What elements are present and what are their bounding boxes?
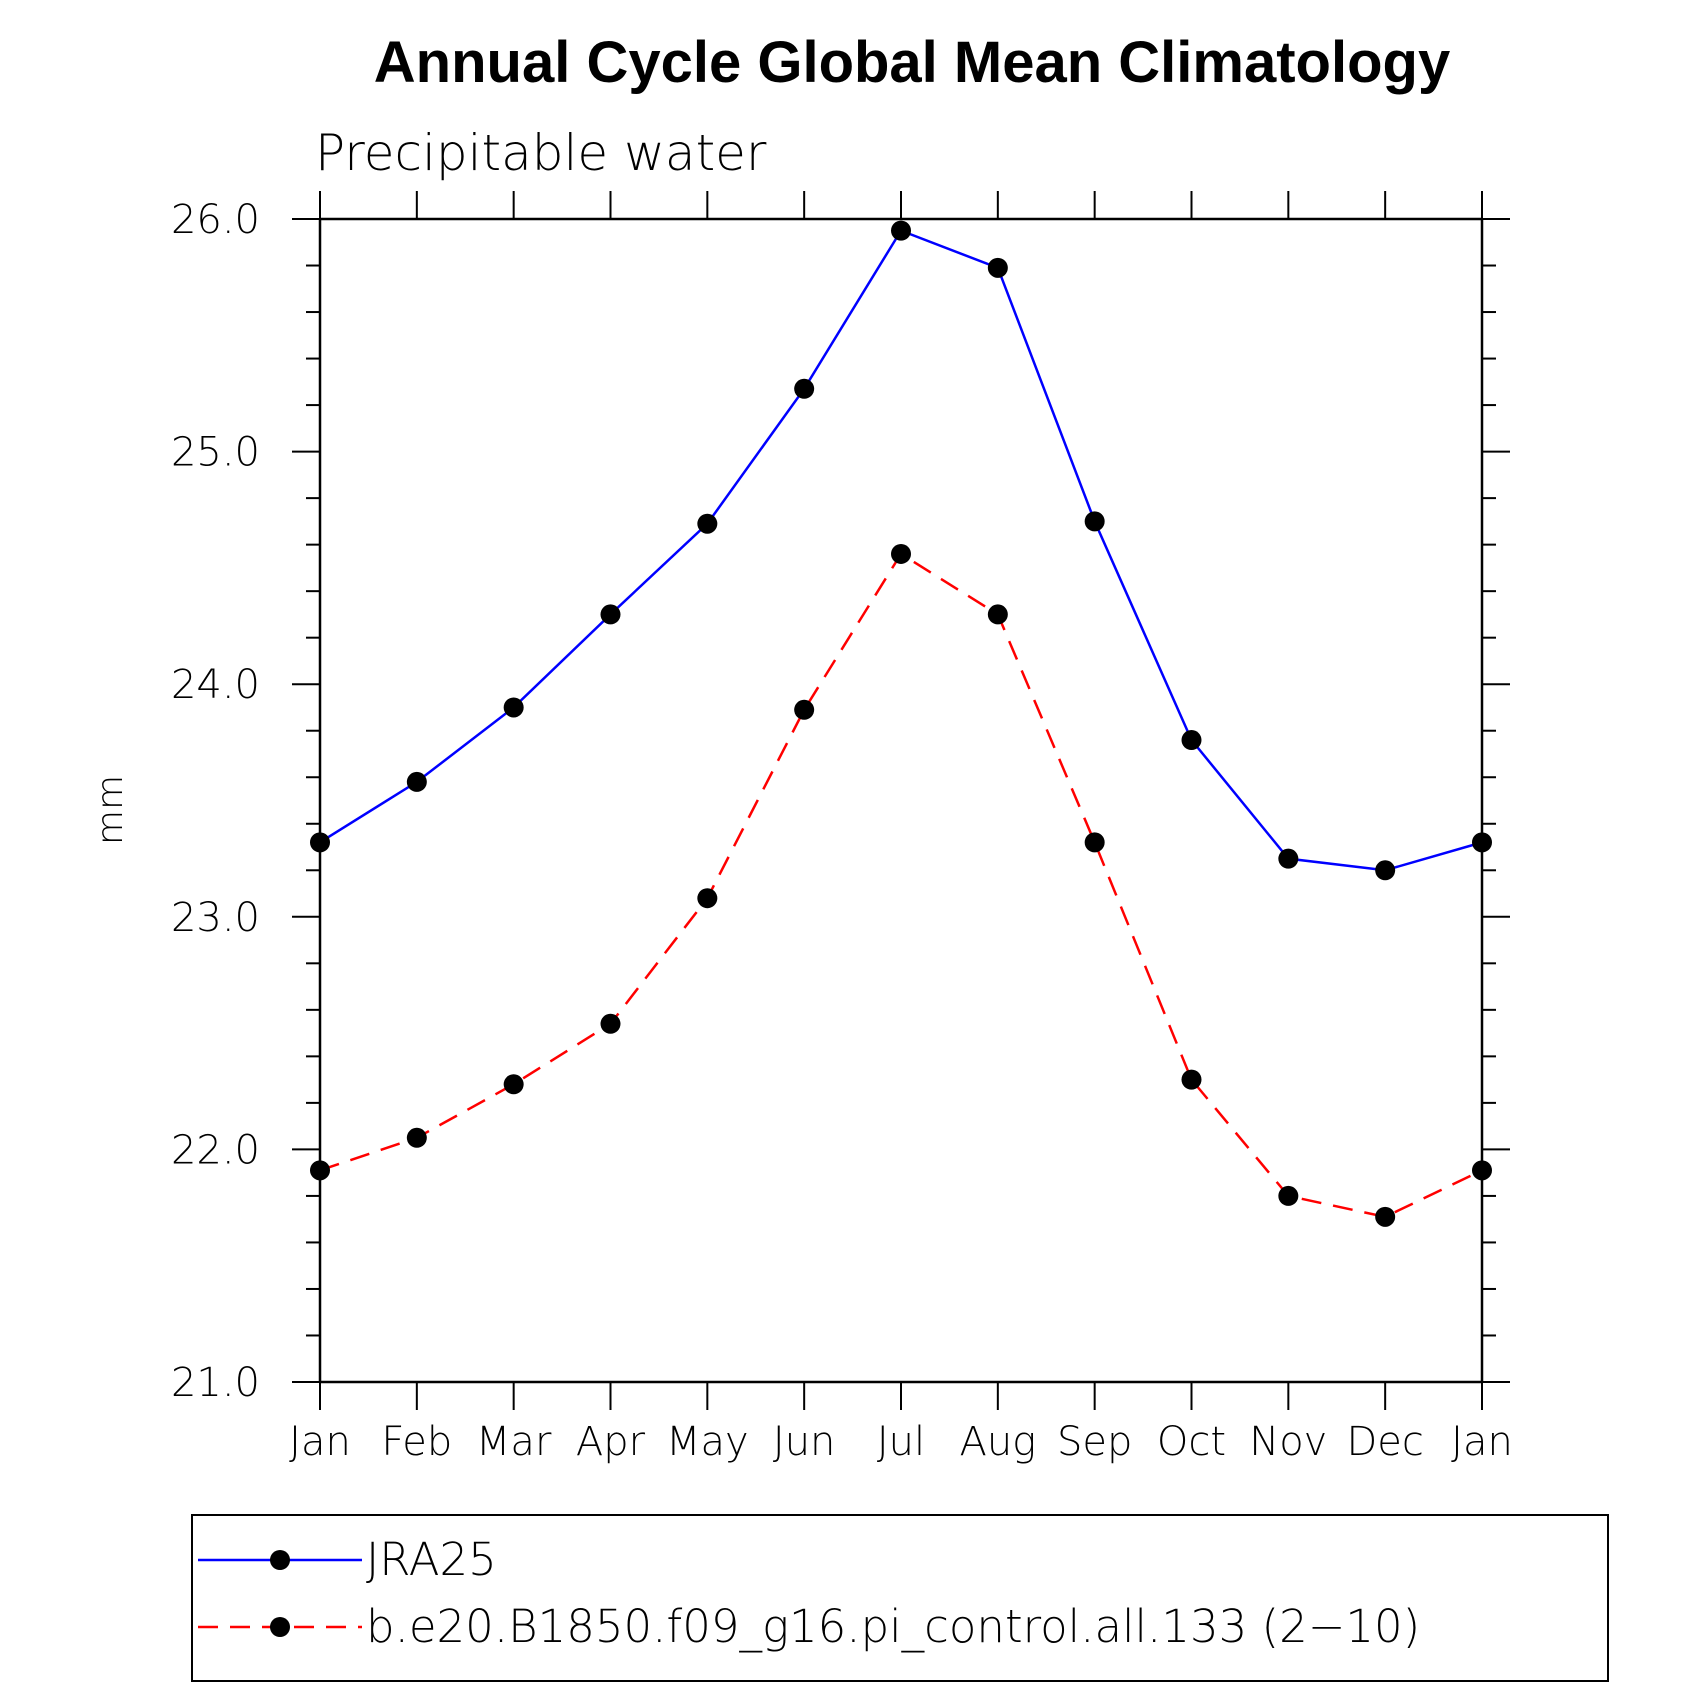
legend-marker-jra25: [270, 1550, 290, 1570]
x-tick-label: Jan: [1451, 1419, 1513, 1465]
y-axis-label: mm: [90, 775, 131, 845]
data-point-jra25: [600, 604, 621, 625]
data-point-model: [406, 1127, 427, 1148]
legend-box: [191, 1514, 1609, 1682]
y-tick-label: 25.0: [171, 430, 260, 476]
legend-entry-model: b.e20.B1850.f09_g16.pi_control.all.133 (…: [198, 1600, 1420, 1653]
data-point-jra25: [1375, 860, 1396, 881]
x-tick-label: Jan: [289, 1419, 351, 1465]
x-tick-label: Aug: [959, 1419, 1036, 1465]
chart-subtitle: Precipitable water: [315, 124, 767, 182]
y-tick-label: 24.0: [171, 662, 260, 708]
x-tick-label: Nov: [1249, 1419, 1327, 1465]
data-point-model: [1278, 1185, 1299, 1206]
data-point-jra25: [406, 771, 427, 792]
data-point-model: [697, 888, 718, 909]
data-point-jra25: [503, 697, 524, 718]
data-point-model: [1472, 1160, 1492, 1181]
data-point-model: [600, 1013, 621, 1034]
legend-marker-model: [270, 1617, 290, 1637]
x-tick-label: Oct: [1157, 1419, 1226, 1465]
series-layer: [310, 220, 1492, 1227]
data-point-model: [987, 604, 1008, 625]
x-tick-label: Mar: [476, 1419, 552, 1465]
data-point-model: [503, 1074, 524, 1095]
data-point-jra25: [1472, 832, 1492, 853]
data-point-jra25: [310, 832, 330, 853]
data-point-model: [310, 1160, 330, 1181]
axes: 21.0 22.0 23.0 24.0 25.0 26.0 Jan Feb Mar Apr May J…: [171, 191, 1513, 1465]
series-line-model: [319, 552, 1483, 1219]
data-point-jra25: [891, 220, 911, 241]
legend-entry-jra25: JRA25: [198, 1533, 497, 1586]
data-point-model: [1375, 1206, 1396, 1227]
x-tick-label: Jul: [877, 1419, 925, 1465]
data-point-model: [891, 543, 911, 564]
data-point-jra25: [1084, 511, 1105, 532]
data-point-model: [1181, 1069, 1202, 1090]
data-point-jra25: [987, 257, 1008, 278]
y-tick-label: 26.0: [171, 197, 260, 243]
y-tick-label: 23.0: [171, 895, 260, 941]
x-tick-label: Jun: [773, 1419, 836, 1465]
legend-label-jra25: JRA25: [366, 1533, 497, 1586]
data-point-jra25: [1278, 848, 1299, 869]
data-point-jra25: [1181, 730, 1202, 751]
y-tick-label: 21.0: [171, 1360, 260, 1406]
x-tick-label: Apr: [576, 1419, 646, 1465]
legend-label-model: b.e20.B1850.f09_g16.pi_control.all.133 (…: [366, 1600, 1420, 1653]
x-tick-label: Sep: [1057, 1419, 1132, 1465]
data-point-jra25: [794, 378, 815, 399]
y-tick-label: 22.0: [171, 1127, 260, 1173]
data-point-model: [1084, 832, 1105, 853]
x-tick-label: Feb: [381, 1419, 452, 1465]
data-point-model: [794, 699, 815, 720]
data-point-jra25: [697, 513, 718, 534]
x-tick-label: May: [666, 1419, 749, 1465]
x-tick-label: Dec: [1346, 1419, 1423, 1465]
chart-title: Annual Cycle Global Mean Climatology: [374, 30, 1450, 95]
